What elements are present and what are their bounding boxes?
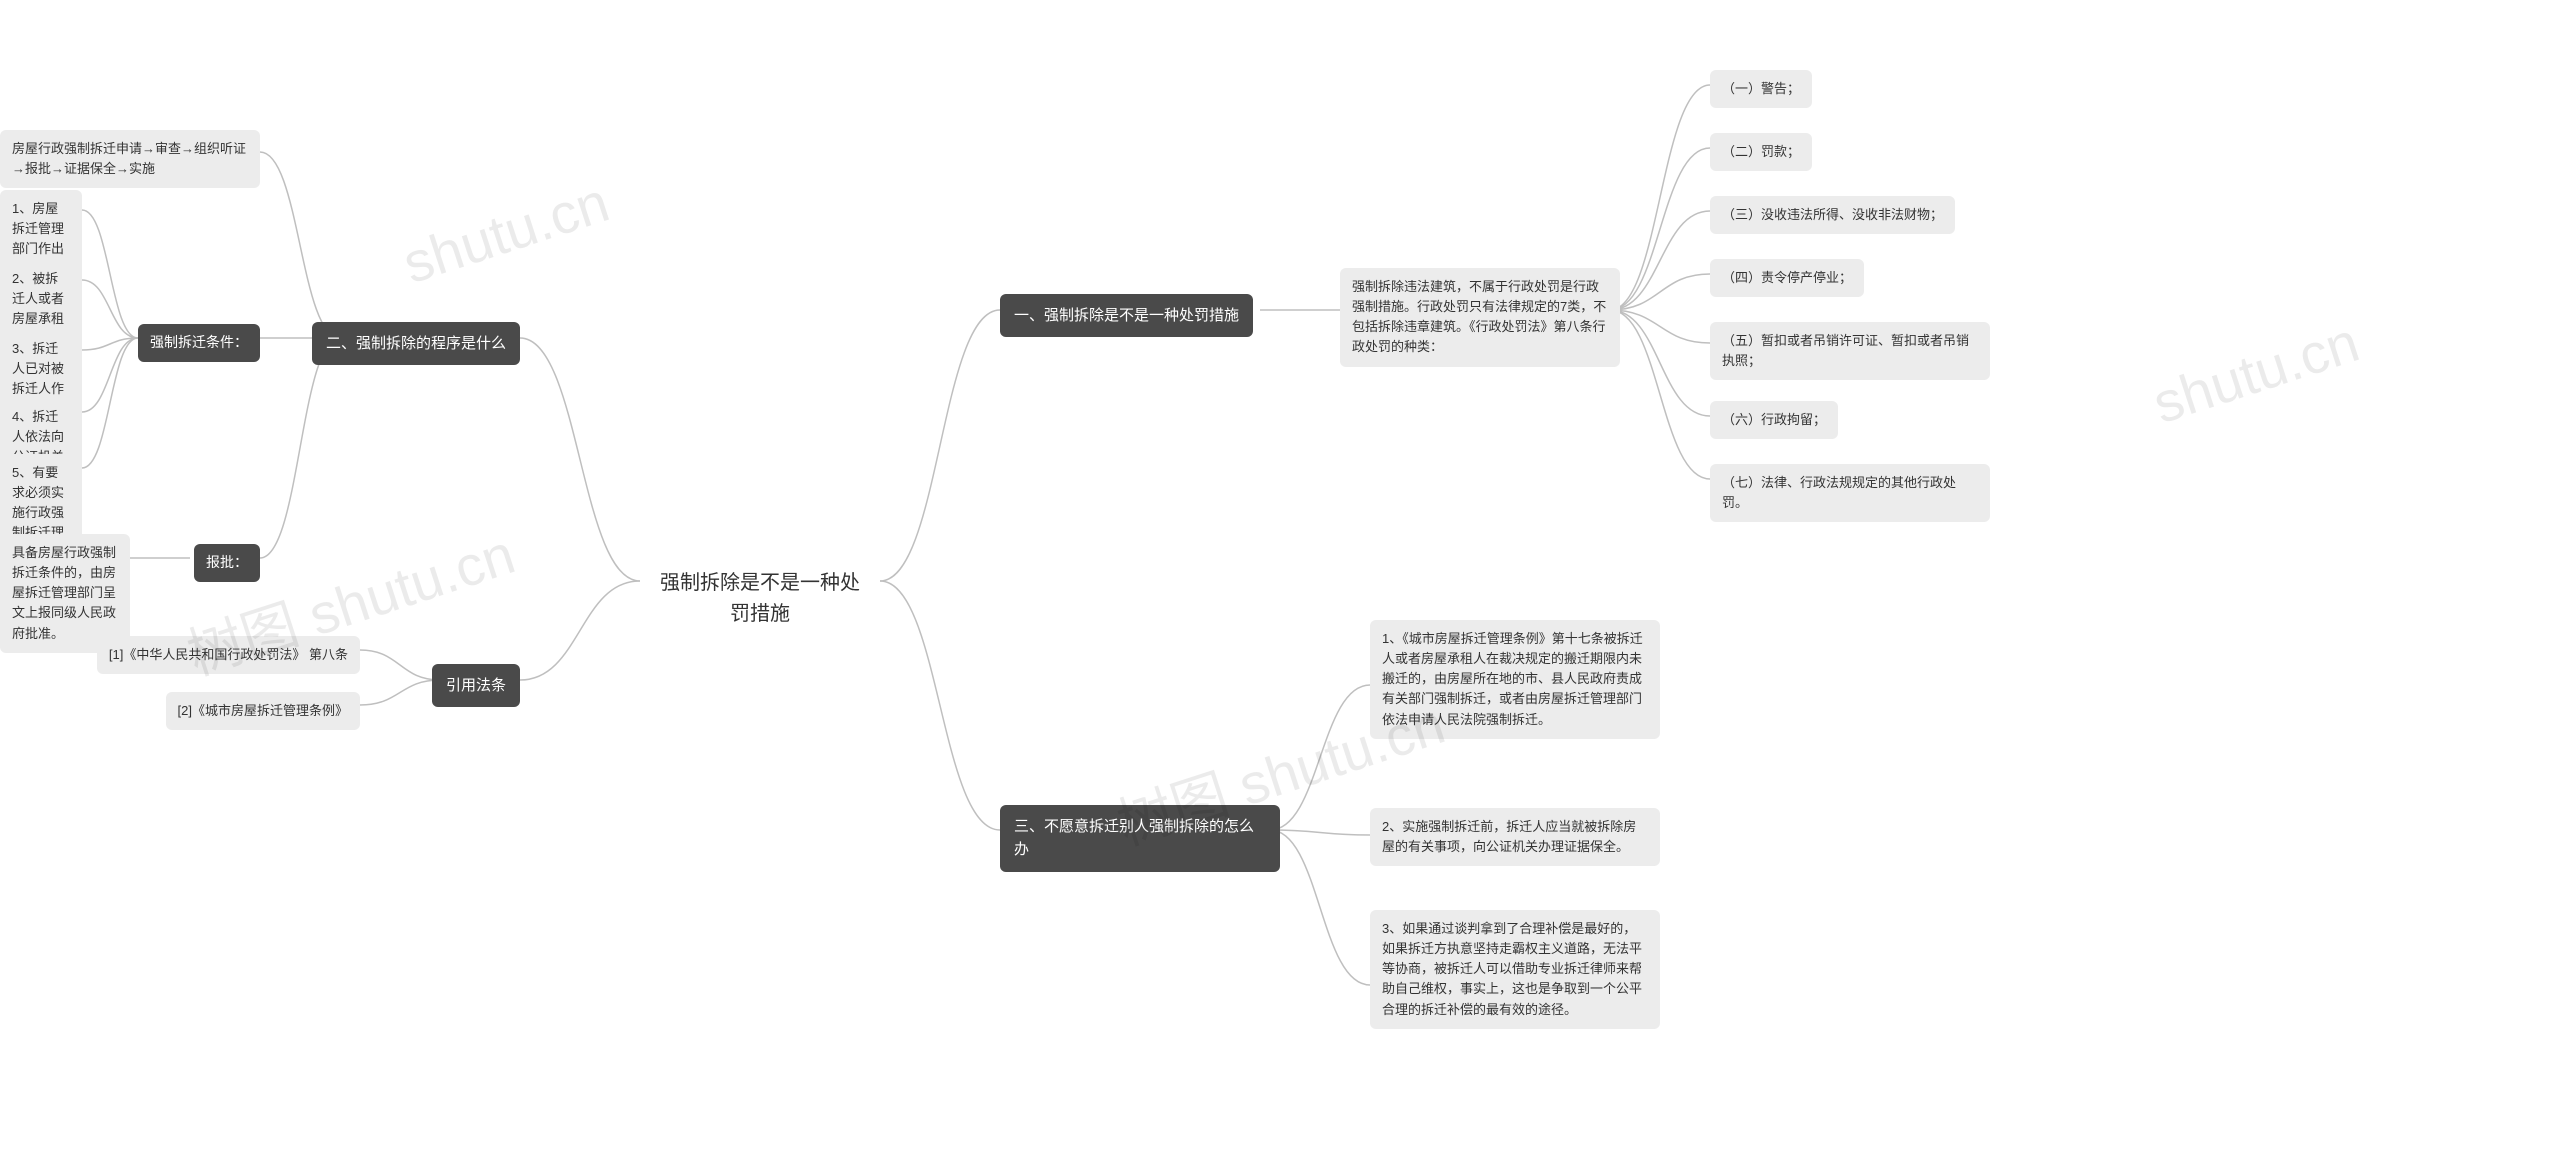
b3-item-1: 1、《城市房屋拆迁管理条例》第十七条被拆迁人或者房屋承租人在裁决规定的搬迁期限内… [1370,620,1660,739]
b1-desc-text: 强制拆除违法建筑，不属于行政处罚是行政强制措施。行政处罚只有法律规定的7类，不包… [1352,277,1608,358]
branch-4-label: 引用法条 [446,674,506,697]
b1-item-5-text: （五）暂扣或者吊销许可证、暂扣或者吊销执照； [1722,331,1978,371]
root-node: 强制拆除是不是一种处罚措施 [640,556,880,642]
b4-item-1: [1]《中华人民共和国行政处罚法》 第八条 [97,636,360,674]
b3-item-1-text: 1、《城市房屋拆迁管理条例》第十七条被拆迁人或者房屋承租人在裁决规定的搬迁期限内… [1382,629,1648,730]
b1-item-3: （三）没收违法所得、没收非法财物； [1710,196,1955,234]
b3-item-3-text: 3、如果通过谈判拿到了合理补偿是最好的，如果拆迁方执意坚持走霸权主义道路，无法平… [1382,919,1648,1020]
b1-item-6: （六）行政拘留； [1710,401,1838,439]
b2-top: 房屋行政强制拆迁申请→审查→组织听证→报批→证据保全→实施 [0,130,260,188]
mindmap-canvas: 树图 shutu.cn shutu.cn 树图 shutu.cn shutu.c… [0,0,2560,1163]
b4-item-1-text: [1]《中华人民共和国行政处罚法》 第八条 [109,645,348,665]
b1-item-7: （七）法律、行政法规规定的其他行政处罚。 [1710,464,1990,522]
b4-item-2: [2]《城市房屋拆迁管理条例》 [166,692,360,730]
b3-item-3: 3、如果通过谈判拿到了合理补偿是最好的，如果拆迁方执意坚持走霸权主义道路，无法平… [1370,910,1660,1029]
b2-approve-text-content: 具备房屋行政强制拆迁条件的，由房屋拆迁管理部门呈文上报同级人民政府批准。 [12,543,118,644]
b1-item-4: （四）责令停产停业； [1710,259,1864,297]
b2-approve-text: 具备房屋行政强制拆迁条件的，由房屋拆迁管理部门呈文上报同级人民政府批准。 [0,534,130,653]
b1-item-3-text: （三）没收违法所得、没收非法财物； [1722,205,1943,225]
b4-item-2-text: [2]《城市房屋拆迁管理条例》 [178,701,348,721]
branch-2: 二、强制拆除的程序是什么 [312,322,520,365]
branch-2-label: 二、强制拆除的程序是什么 [326,332,506,355]
branch-3: 三、不愿意拆迁别人强制拆除的怎么办 [1000,805,1280,872]
b1-item-2-text: （二）罚款； [1722,142,1800,162]
branch-1-label: 一、强制拆除是不是一种处罚措施 [1014,304,1239,327]
b3-item-2-text: 2、实施强制拆迁前，拆迁人应当就被拆除房屋的有关事项，向公证机关办理证据保全。 [1382,817,1648,857]
root-label: 强制拆除是不是一种处罚措施 [656,568,864,630]
b1-item-2: （二）罚款； [1710,133,1812,171]
b1-item-6-text: （六）行政拘留； [1722,410,1826,430]
b2-cond-label: 强制拆迁条件： [138,324,260,362]
b2-top-text: 房屋行政强制拆迁申请→审查→组织听证→报批→证据保全→实施 [12,139,248,179]
branch-3-label: 三、不愿意拆迁别人强制拆除的怎么办 [1014,815,1266,862]
b1-desc: 强制拆除违法建筑，不属于行政处罚是行政强制措施。行政处罚只有法律规定的7类，不包… [1340,268,1620,367]
b1-item-5: （五）暂扣或者吊销许可证、暂扣或者吊销执照； [1710,322,1990,380]
connector-layer [0,0,2560,1163]
b1-item-1: （一）警告； [1710,70,1812,108]
b2-approve-label-text: 报批： [206,552,248,574]
branch-4: 引用法条 [432,664,520,707]
b1-item-4-text: （四）责令停产停业； [1722,268,1852,288]
b1-item-1-text: （一）警告； [1722,79,1800,99]
branch-1: 一、强制拆除是不是一种处罚措施 [1000,294,1253,337]
b3-item-2: 2、实施强制拆迁前，拆迁人应当就被拆除房屋的有关事项，向公证机关办理证据保全。 [1370,808,1660,866]
b2-approve-label: 报批： [194,544,260,582]
b1-item-7-text: （七）法律、行政法规规定的其他行政处罚。 [1722,473,1978,513]
b2-cond-label-text: 强制拆迁条件： [150,332,248,354]
